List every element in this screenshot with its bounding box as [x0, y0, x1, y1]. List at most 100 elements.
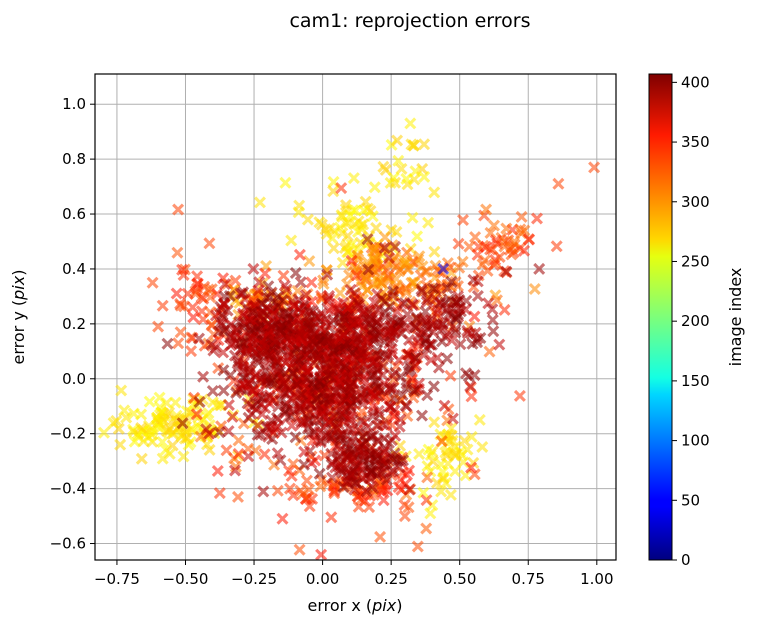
scatter-point: [454, 305, 467, 318]
scatter-point: [343, 380, 356, 393]
scatter-point: [420, 296, 433, 309]
scatter-point: [445, 429, 458, 442]
scatter-point: [363, 501, 376, 514]
scatter-point: [222, 399, 235, 411]
scatter-point: [345, 254, 358, 267]
scatter-point: [428, 245, 441, 258]
scatter-point: [146, 276, 159, 289]
scatter-point: [240, 345, 253, 358]
scatter-point: [289, 267, 302, 279]
scatter-point: [401, 410, 414, 422]
scatter-point: [389, 240, 402, 253]
scatter-point: [322, 415, 335, 428]
scatter-point: [382, 272, 395, 285]
scatter-point: [428, 186, 441, 199]
scatter-point: [330, 386, 343, 399]
scatter-point: [313, 216, 326, 229]
scatter-point: [336, 256, 349, 269]
scatter-point: [410, 312, 423, 325]
scatter-point: [280, 380, 293, 393]
scatter-point: [217, 384, 230, 397]
scatter-point: [328, 487, 341, 500]
x-axis-label: error x (pix): [308, 596, 403, 615]
scatter-point: [206, 385, 219, 397]
scatter-point: [98, 426, 110, 439]
scatter-point: [232, 434, 245, 447]
scatter-point: [403, 334, 415, 346]
scatter-point: [335, 209, 348, 222]
scatter-point: [280, 283, 293, 296]
scatter-point: [128, 435, 141, 448]
scatter-point: [480, 203, 493, 216]
x-tick-label: 0.50: [443, 570, 476, 588]
scatter-point: [153, 401, 166, 414]
scatter-point: [493, 251, 506, 263]
x-tick-label: −0.25: [231, 570, 277, 588]
scatter-point: [419, 305, 432, 318]
scatter-point: [435, 485, 448, 498]
scatter-point: [252, 284, 265, 297]
scatter-point: [405, 138, 418, 151]
scatter-point: [396, 389, 409, 401]
scatter-point: [294, 276, 307, 289]
scatter-point: [325, 447, 338, 460]
scatter-point: [277, 269, 290, 282]
scatter-point: [275, 343, 288, 356]
scatter-point: [406, 211, 419, 224]
scatter-point: [284, 361, 297, 374]
y-tick-label: −0.2: [50, 425, 86, 443]
y-tick-label: 1.0: [62, 95, 86, 113]
scatter-point: [289, 335, 302, 348]
scatter-point: [287, 489, 300, 502]
scatter-point: [381, 484, 394, 497]
scatter-point: [550, 240, 563, 253]
scatter-point: [176, 417, 189, 430]
scatter-point: [264, 377, 277, 390]
scatter-point: [357, 218, 370, 231]
scatter-point: [370, 419, 383, 432]
scatter-point: [257, 485, 270, 498]
scatter-point: [392, 354, 405, 367]
scatter-point: [299, 416, 312, 429]
scatter-point: [118, 404, 131, 417]
scatter-point: [366, 253, 379, 265]
scatter-point: [325, 511, 338, 524]
scatter-point: [345, 446, 358, 459]
scatter-point: [221, 304, 234, 317]
scatter-point: [488, 219, 500, 232]
scatter-point: [467, 273, 480, 286]
scatter-point: [383, 382, 396, 395]
scatter-points: [98, 117, 601, 560]
scatter-point: [305, 276, 318, 289]
scatter-point: [347, 172, 360, 185]
scatter-point: [203, 237, 216, 250]
scatter-point: [487, 325, 500, 338]
scatter-point: [383, 400, 396, 413]
scatter-point: [293, 317, 306, 330]
scatter-point: [431, 351, 444, 364]
scatter-point: [338, 310, 350, 323]
scatter-point: [360, 485, 373, 498]
scatter-point: [373, 303, 385, 316]
scatter-point: [361, 284, 374, 296]
scatter-point: [177, 269, 190, 281]
scatter-point: [135, 452, 148, 465]
scatter-point: [421, 389, 434, 402]
scatter-point: [160, 397, 173, 409]
scatter-point: [533, 262, 546, 275]
scatter-point: [458, 434, 471, 447]
scatter-point: [193, 332, 205, 345]
scatter-point: [275, 426, 288, 439]
scatter-point: [358, 373, 370, 386]
scatter-point: [242, 450, 255, 463]
scatter-point: [323, 292, 336, 305]
scatter-point: [447, 302, 460, 315]
y-axis-ticks: −0.6 −0.4 −0.2 0.0 0.2 0.4 0.6 0.8 1.0: [50, 95, 95, 553]
scatter-point: [422, 216, 435, 229]
scatter-point: [513, 389, 526, 402]
scatter-point: [500, 265, 513, 278]
scatter-point: [115, 384, 128, 397]
scatter-point: [361, 233, 374, 246]
scatter-point: [225, 329, 237, 342]
scatter-point: [453, 261, 466, 274]
